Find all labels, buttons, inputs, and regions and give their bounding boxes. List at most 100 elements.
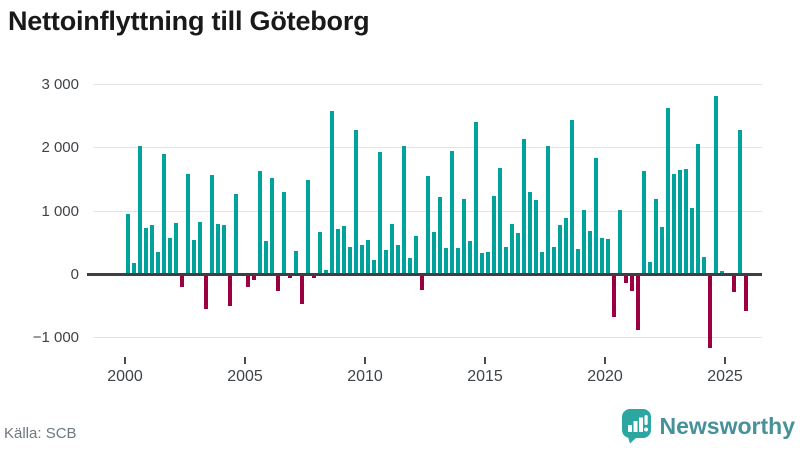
bar-quarter	[527, 192, 533, 274]
bar-quarter	[155, 252, 161, 274]
bar-quarter	[515, 232, 521, 274]
bar-quarter	[377, 151, 383, 274]
bar-quarter	[203, 274, 209, 310]
y-axis-tick-label: −1 000	[32, 329, 79, 347]
x-axis-tick-label: 2020	[587, 368, 623, 385]
chart-title: Nettoinflyttning till Göteborg	[8, 6, 370, 36]
bar-quarter	[461, 198, 467, 274]
bar-quarter	[383, 249, 389, 274]
bar-quarter	[737, 129, 743, 274]
bar-quarter	[335, 228, 341, 274]
bar-quarter	[125, 213, 131, 274]
x-axis-tick	[724, 357, 726, 364]
bar-quarter	[293, 251, 299, 274]
newsworthy-logo[interactable]: Newsworthy	[621, 408, 795, 444]
bar-quarter	[653, 198, 659, 274]
bar-quarter	[623, 274, 629, 284]
bar-quarter	[509, 223, 515, 274]
bar-quarter	[305, 180, 311, 274]
bar-quarter	[605, 238, 611, 274]
bar-quarter	[467, 240, 473, 274]
bar-quarter	[629, 274, 635, 292]
y-axis-tick-label: 1 000	[41, 202, 79, 220]
bar-quarter	[701, 256, 707, 274]
bar-quarter	[497, 168, 503, 274]
bar-quarter	[407, 257, 413, 274]
bar-quarter	[521, 139, 527, 274]
bar-quarter	[281, 192, 287, 274]
bar-quarter	[665, 107, 671, 274]
bar-quarter	[569, 119, 575, 274]
bar-quarter	[575, 249, 581, 274]
zero-axis-line	[87, 272, 762, 276]
bar-quarter	[251, 274, 257, 280]
bar-quarter	[443, 247, 449, 274]
bar-quarter	[311, 274, 317, 278]
bar-quarter	[197, 222, 203, 274]
y-axis-tick-label: 0	[70, 266, 79, 283]
source-label: Källa: SCB	[4, 425, 77, 442]
gridline	[93, 337, 762, 339]
bar-quarter	[185, 173, 191, 274]
gridline	[93, 147, 762, 149]
bar-quarter	[437, 196, 443, 274]
x-axis-tick-label: 2025	[707, 368, 743, 385]
bar-quarter	[227, 274, 233, 306]
bar-quarter	[233, 193, 239, 274]
bar-quarter	[131, 262, 137, 274]
bar-quarter	[149, 225, 155, 274]
bar-quarter	[485, 252, 491, 274]
bar-quarter	[221, 224, 227, 274]
x-axis-tick	[604, 357, 606, 364]
x-axis-tick	[244, 357, 246, 364]
bar-quarter	[275, 274, 281, 292]
bar-quarter	[545, 145, 551, 274]
bar-quarter	[257, 171, 263, 274]
y-axis-tick-label: 3 000	[41, 76, 79, 94]
bar-quarter	[167, 237, 173, 274]
brand-name: Newsworthy	[659, 412, 795, 439]
bar-quarter	[647, 261, 653, 274]
bar-quarter	[713, 95, 719, 274]
bar-quarter	[731, 274, 737, 293]
x-axis-tick	[124, 357, 126, 364]
bar-chart-bubble-icon	[621, 408, 653, 444]
bar-quarter	[539, 252, 545, 274]
bar-quarter	[671, 173, 677, 274]
bar-quarter	[587, 230, 593, 274]
bar-quarter	[431, 231, 437, 274]
bar-quarter	[473, 122, 479, 274]
bar-quarter	[209, 174, 215, 274]
bar-quarter	[401, 146, 407, 274]
bar-quarter	[419, 274, 425, 291]
x-axis-tick-label: 2015	[467, 368, 503, 385]
bar-quarter	[323, 270, 329, 274]
bar-quarter	[503, 247, 509, 274]
bar-quarter	[317, 231, 323, 274]
bar-quarter	[371, 260, 377, 274]
bar-quarter	[413, 236, 419, 274]
bar-quarter	[455, 247, 461, 274]
bar-quarter	[707, 274, 713, 348]
bar-quarter	[287, 274, 293, 279]
bar-quarter	[137, 145, 143, 274]
x-axis-tick	[484, 357, 486, 364]
bar-quarter	[389, 223, 395, 274]
bar-quarter	[491, 196, 497, 274]
bar-quarter	[683, 168, 689, 274]
gridline	[93, 84, 762, 86]
bar-quarter	[245, 274, 251, 288]
bar-quarter	[689, 207, 695, 274]
bar-quarter	[161, 153, 167, 274]
bar-quarter	[425, 175, 431, 274]
bar-quarter	[743, 274, 749, 311]
bar-quarter	[215, 223, 221, 274]
x-axis-tick-label: 2010	[347, 368, 383, 385]
bar-quarter	[563, 217, 569, 274]
bar-quarter	[263, 241, 269, 274]
x-axis-tick-label: 2000	[107, 368, 143, 385]
bar-quarter	[347, 246, 353, 274]
bar-quarter	[143, 227, 149, 274]
x-axis-tick-label: 2005	[227, 368, 263, 385]
